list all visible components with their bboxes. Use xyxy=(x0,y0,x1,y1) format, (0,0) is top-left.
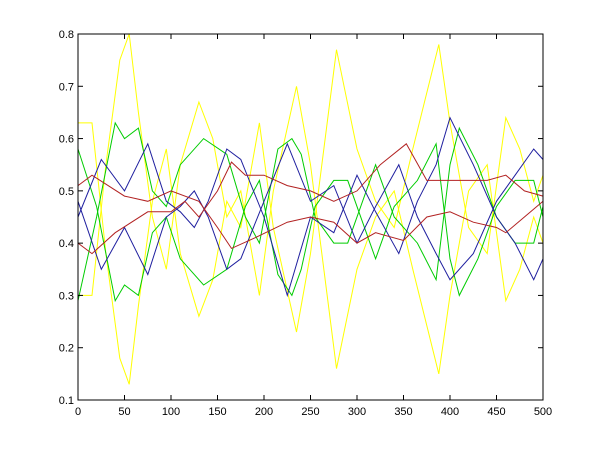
series-line-yellow-2 xyxy=(78,44,544,385)
x-tick-label: 100 xyxy=(162,406,180,418)
y-tick-label: 0.7 xyxy=(59,81,74,93)
y-tick-label: 0.4 xyxy=(59,238,74,250)
x-tick-label: 150 xyxy=(208,406,226,418)
x-tick-label: 400 xyxy=(441,406,459,418)
series-line-green-2 xyxy=(77,142,544,303)
series-lines xyxy=(77,33,544,385)
x-tick-label: 250 xyxy=(301,406,319,418)
series-line-yellow-1 xyxy=(78,33,544,375)
x-tick-label: 300 xyxy=(348,406,366,418)
x-tick-label: 0 xyxy=(75,406,81,418)
x-tick-label: 50 xyxy=(118,406,130,418)
y-tick-label: 0.5 xyxy=(59,186,74,198)
series-line-blue-2 xyxy=(77,142,544,281)
x-tick-label: 450 xyxy=(487,406,505,418)
y-tick-label: 0.1 xyxy=(59,395,74,407)
x-tick-label: 350 xyxy=(394,406,412,418)
series-line-red-1 xyxy=(77,174,544,250)
y-tick-label: 0.6 xyxy=(59,134,74,146)
series-line-green-1 xyxy=(77,121,544,301)
y-axis: 0.1 0.2 0.3 0.4 0.5 0.6 0.7 0.8 xyxy=(59,29,543,407)
x-axis: 0 50 100 150 200 250 300 350 400 450 500 xyxy=(75,34,552,418)
x-tick-label: 500 xyxy=(534,406,552,418)
y-tick-label: 0.3 xyxy=(59,290,74,302)
x-tick-label: 200 xyxy=(255,406,273,418)
series-line-red-2 xyxy=(77,143,544,255)
y-tick-label: 0.2 xyxy=(59,343,74,355)
y-tick-label: 0.8 xyxy=(59,29,74,41)
